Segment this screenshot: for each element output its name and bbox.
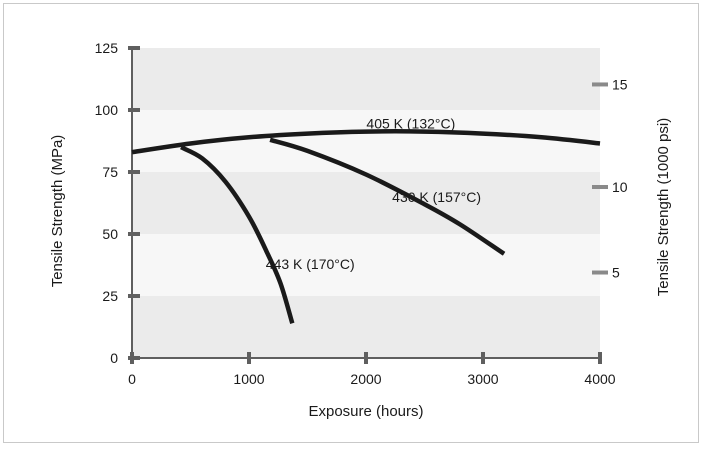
x-tick (247, 352, 251, 364)
y-tick-label: 125 (95, 40, 119, 56)
y2-axis-title: Tensile Strength (1000 psi) (655, 118, 672, 296)
y-tick (128, 108, 140, 112)
y2-tick (592, 185, 608, 190)
series-430k-line (269, 137, 506, 256)
y-tick-label: 100 (95, 102, 119, 118)
series-443k-label: 443 K (170°C) (266, 256, 355, 272)
y-axis-title: Tensile Strength (MPa) (49, 135, 66, 288)
y-tick-label: 50 (102, 226, 118, 242)
y2-tick-label: 15 (612, 76, 628, 92)
x-tick-label: 1000 (233, 371, 264, 387)
y-tick-label: 25 (102, 288, 118, 304)
y-tick-label: 0 (110, 350, 118, 366)
series-430k-label: 430 K (157°C) (392, 189, 481, 205)
y-tick (128, 294, 140, 298)
background-band (132, 296, 600, 358)
background-band (132, 234, 600, 296)
y-tick (128, 170, 140, 174)
background-bands (132, 48, 600, 358)
y-tick (128, 46, 140, 50)
chart-svg: 0 25 50 75 100 125 0 1000 2000 3000 4000 5 10 15 405 K… (49, 40, 672, 420)
series-lines (131, 129, 601, 324)
x-tick (598, 352, 602, 364)
background-band (132, 172, 600, 234)
series-405k-line (131, 129, 601, 155)
y2-tick-label: 10 (612, 179, 628, 195)
x-tick (481, 352, 485, 364)
axes (128, 46, 608, 364)
x-tick (364, 352, 368, 364)
x-tick-label: 2000 (350, 371, 381, 387)
y2-tick (592, 82, 608, 87)
x-tick (130, 352, 134, 364)
y-tick-label: 75 (102, 164, 118, 180)
x-tick-label: 4000 (584, 371, 615, 387)
series-443k-line (180, 145, 295, 324)
x-axis-title: Exposure (hours) (308, 403, 423, 420)
y2-tick (592, 270, 608, 275)
series-405k-label: 405 K (132°C) (366, 116, 455, 132)
background-band (132, 48, 600, 110)
x-tick-label: 3000 (467, 371, 498, 387)
y2-tick-label: 5 (612, 265, 620, 281)
x-tick-label: 0 (128, 371, 136, 387)
labels: 0 25 50 75 100 125 0 1000 2000 3000 4000 5 10 15 405 K… (49, 40, 672, 420)
chart-frame: 0 25 50 75 100 125 0 1000 2000 3000 4000 5 10 15 405 K… (3, 3, 699, 443)
y-tick (128, 232, 140, 236)
